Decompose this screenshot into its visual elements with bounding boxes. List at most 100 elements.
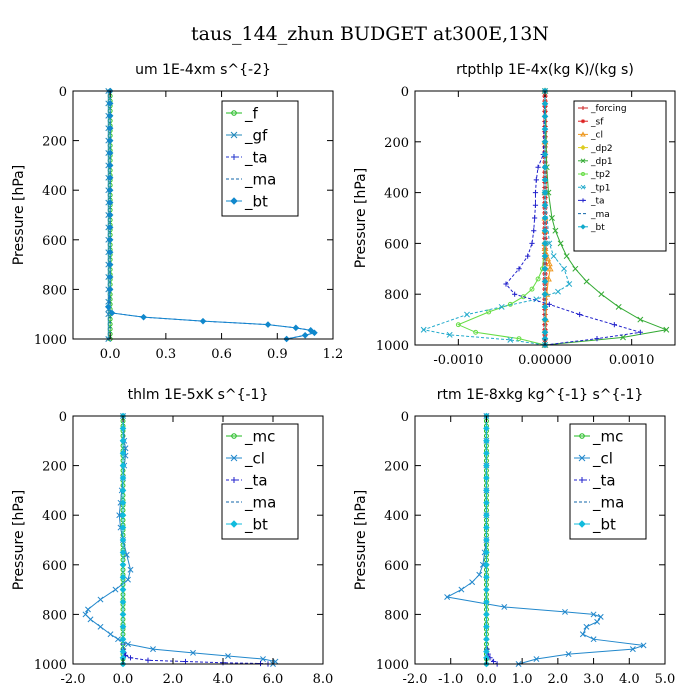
legend-label: _cl — [590, 131, 603, 141]
data-point — [106, 124, 114, 132]
x-tick-label: 4.0 — [213, 672, 234, 687]
data-point — [125, 641, 131, 648]
data-point — [529, 240, 535, 246]
data-point — [119, 549, 127, 556]
legend-marker — [231, 110, 237, 116]
data-point — [541, 290, 549, 298]
data-point — [563, 253, 570, 260]
x-tick-label: 1.2 — [323, 347, 344, 362]
legend-marker — [230, 197, 238, 205]
x-tick-label: 0.0 — [100, 347, 121, 362]
x-tick-label: -2.0 — [402, 672, 427, 687]
legend-label: _ma — [592, 493, 624, 512]
y-axis-label: Pressure [hPa] — [11, 165, 27, 265]
legend-marker — [230, 520, 238, 528]
data-point — [483, 598, 490, 606]
x-tick-label: 0.6 — [211, 347, 232, 362]
legend-label: _ta — [244, 471, 268, 490]
data-point — [119, 611, 127, 618]
data-point — [469, 579, 476, 586]
legend-box — [569, 423, 647, 540]
data-point — [140, 313, 147, 321]
legend-label: _ta — [590, 197, 605, 207]
data-point — [562, 608, 568, 615]
data-point — [119, 437, 127, 445]
data-point — [119, 598, 127, 606]
legend-box — [221, 100, 299, 217]
data-point — [577, 311, 583, 318]
data-point — [555, 288, 561, 295]
data-point — [182, 658, 189, 665]
data-point — [663, 326, 670, 333]
x-tick-label: -0.0010 — [433, 353, 483, 368]
y-tick-label: 600 — [42, 559, 67, 574]
legend-label: _ma — [244, 493, 276, 512]
data-point — [119, 623, 127, 631]
plot-frame — [414, 415, 666, 665]
data-point — [483, 425, 490, 432]
legend-label: _tp1 — [590, 183, 610, 193]
legend-label: _ta — [592, 471, 616, 490]
data-point — [106, 149, 114, 157]
data-point — [119, 474, 127, 482]
x-tick-label: 0.9 — [267, 347, 288, 362]
data-point — [545, 260, 553, 267]
data-point — [541, 278, 549, 285]
data-point — [476, 571, 483, 578]
data-point — [507, 301, 513, 307]
data-point — [512, 291, 518, 297]
data-point — [535, 276, 541, 282]
legend-marker — [578, 520, 586, 528]
data-point — [532, 190, 539, 196]
data-point — [546, 301, 552, 307]
data-point — [550, 253, 557, 260]
data-point — [483, 449, 490, 457]
data-point — [190, 649, 196, 656]
data-point — [483, 474, 490, 482]
data-point — [597, 613, 604, 620]
data-point — [127, 655, 134, 661]
plot-frame — [72, 415, 324, 665]
data-point — [106, 199, 114, 206]
data-point — [106, 112, 114, 120]
legend-marker — [581, 119, 585, 124]
data-point — [87, 616, 94, 623]
data-point — [85, 606, 91, 613]
legend-label: _ma — [590, 210, 610, 220]
y-tick-label: 800 — [384, 288, 409, 303]
data-point — [620, 334, 626, 341]
data-point — [458, 586, 465, 593]
data-point — [483, 611, 490, 618]
data-point — [446, 331, 453, 338]
data-point — [565, 651, 572, 658]
data-point — [150, 646, 156, 653]
data-point — [119, 425, 127, 432]
data-point — [125, 576, 131, 583]
y-tick-label: 600 — [384, 237, 409, 252]
data-point — [541, 316, 549, 323]
data-point — [106, 162, 114, 169]
y-tick-label: 400 — [384, 509, 409, 524]
data-point — [541, 252, 549, 260]
data-point — [486, 309, 492, 315]
y-tick-label: 1000 — [34, 658, 67, 673]
data-point — [97, 596, 104, 603]
data-point — [572, 265, 579, 272]
legend-label: _bt — [590, 223, 605, 233]
data-point — [119, 499, 127, 507]
legend: _mc _cl _ta _ma _bt — [221, 423, 299, 540]
data-point — [541, 138, 549, 146]
x-tick-label: 0.00000 — [518, 353, 572, 368]
data-point — [541, 214, 549, 222]
data-point — [531, 228, 537, 234]
x-tick-label: 2.0 — [548, 672, 569, 687]
data-point — [583, 278, 590, 285]
data-point — [541, 176, 549, 184]
legend-label: _tp2 — [590, 170, 610, 180]
legend-marker — [579, 433, 585, 439]
y-tick-label: 200 — [384, 136, 409, 151]
y-tick-label: 800 — [384, 608, 409, 623]
data-point — [483, 549, 490, 556]
data-point — [490, 658, 497, 665]
data-point — [106, 211, 114, 219]
